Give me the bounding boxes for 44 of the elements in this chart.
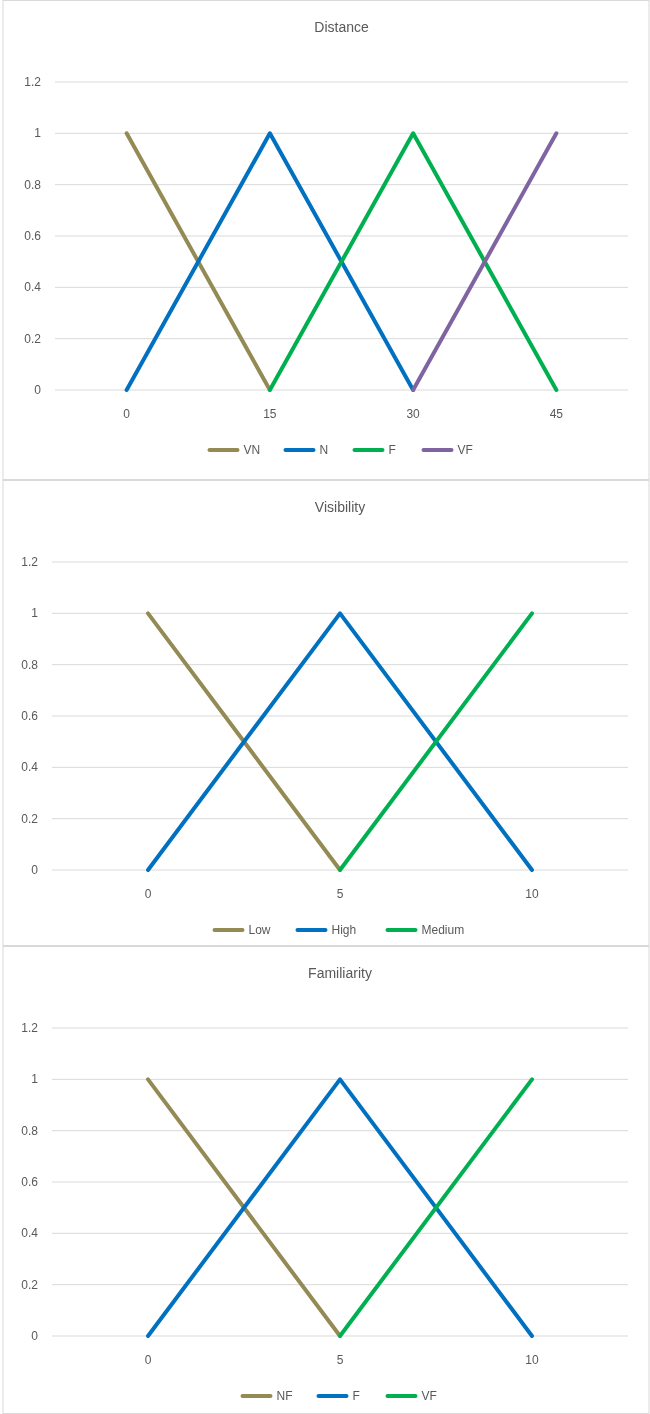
- y-tick-label: 1.2: [24, 75, 42, 89]
- legend-label: VF: [457, 443, 473, 457]
- y-tick-label: 0.2: [21, 811, 39, 826]
- y-tick-label: 0.2: [24, 331, 42, 346]
- chart-title: Familiarity: [308, 965, 372, 981]
- y-tick-label: 0.2: [21, 1277, 39, 1292]
- x-tick-label: 30: [406, 407, 421, 421]
- x-tick-label: 5: [336, 887, 344, 901]
- y-tick-label: 1.2: [21, 555, 39, 569]
- y-tick-label: 0.8: [21, 657, 39, 672]
- y-tick-label: 1: [31, 606, 39, 621]
- chart-title: Distance: [314, 19, 369, 35]
- x-tick-label: 45: [549, 407, 564, 421]
- y-tick-label: 0.6: [21, 709, 39, 723]
- legend-label: Medium: [421, 923, 465, 937]
- y-tick-label: 0: [31, 863, 39, 877]
- x-tick-label: 5: [336, 1353, 344, 1367]
- x-tick-label: 0: [123, 407, 131, 421]
- legend-label: N: [319, 443, 329, 457]
- legend-label: Low: [248, 923, 271, 937]
- y-tick-label: 0.8: [21, 1123, 39, 1138]
- y-tick-label: 0.6: [24, 229, 42, 243]
- y-tick-label: 0: [31, 1329, 39, 1343]
- legend-label: High: [331, 923, 357, 937]
- x-tick-label: 0: [144, 1353, 152, 1367]
- y-tick-label: 0.4: [21, 1226, 39, 1241]
- y-tick-label: 1: [31, 1072, 39, 1087]
- x-tick-label: 15: [263, 407, 277, 421]
- x-tick-label: 0: [144, 887, 152, 901]
- legend-label: VF: [421, 1389, 437, 1403]
- legend-label: F: [388, 443, 396, 457]
- y-tick-label: 0.6: [21, 1175, 39, 1189]
- chart-title: Visibility: [314, 499, 366, 515]
- x-tick-label: 10: [525, 887, 539, 901]
- y-tick-label: 1: [34, 126, 42, 141]
- legend-label: NF: [276, 1389, 293, 1403]
- x-tick-label: 10: [525, 1353, 539, 1367]
- y-tick-label: 1.2: [21, 1021, 39, 1035]
- y-tick-label: 0.8: [24, 177, 42, 192]
- legend-label: VN: [243, 443, 261, 457]
- legend-label: F: [352, 1389, 360, 1403]
- y-tick-label: 0.4: [21, 760, 39, 775]
- y-tick-label: 0.4: [24, 280, 42, 295]
- y-tick-label: 0: [34, 383, 42, 397]
